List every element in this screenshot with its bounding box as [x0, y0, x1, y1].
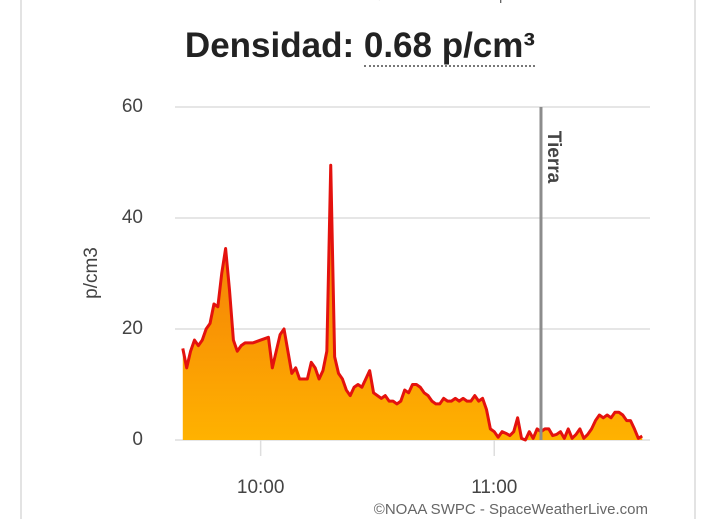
y-axis-label: p/cm3 — [81, 247, 102, 299]
title-text: Densidad: — [184, 26, 355, 65]
x-tick-label: 10:00 — [237, 477, 285, 498]
card — [20, 0, 696, 519]
top-credit: ©NOAA SWPC - SpaceWeatherLive.com — [374, 0, 648, 4]
credit: ©NOAA SWPC - SpaceWeatherLive.com — [374, 501, 648, 518]
current-value: 0.68 p/cm³ — [363, 26, 536, 67]
line — [181, 163, 643, 442]
y-tick-label: 40 — [122, 207, 143, 228]
x-tick-label: 11:00 — [471, 477, 517, 498]
earth-label: Tierra — [543, 131, 564, 184]
area — [182, 165, 643, 440]
y-tick-label: 60 — [122, 96, 143, 117]
y-tick-label: 20 — [122, 318, 143, 339]
title: Densidad: 0.68 p/cm³ — [0, 26, 720, 67]
y-tick-label: 0 — [132, 429, 143, 450]
